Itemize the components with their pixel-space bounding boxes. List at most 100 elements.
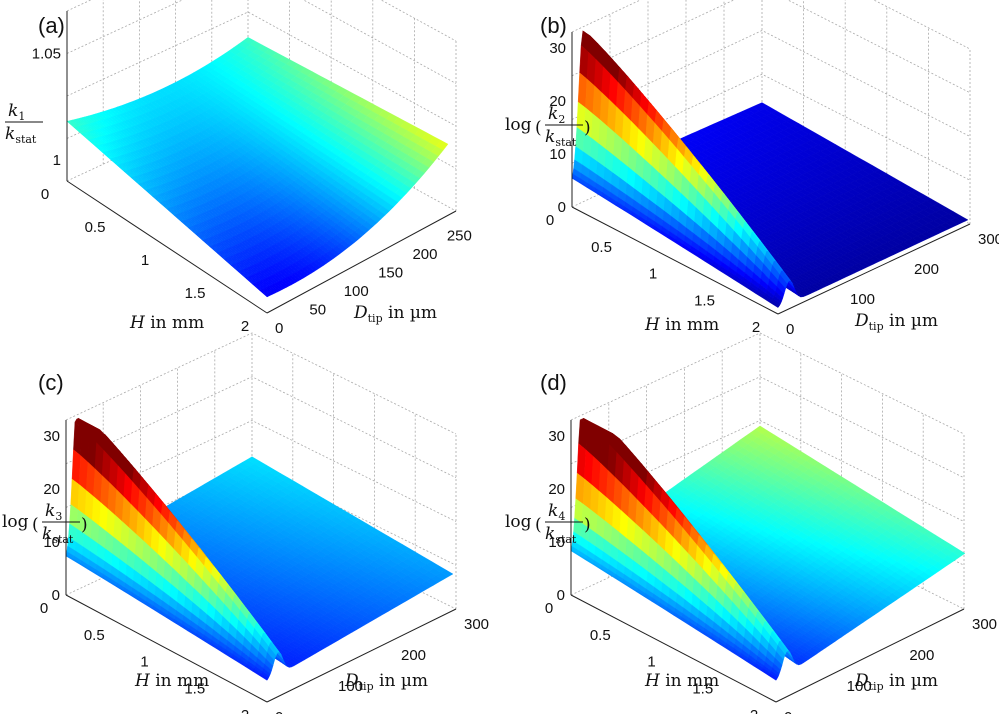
h-tick-label: 1.5: [692, 680, 713, 697]
d-tick-label: 200: [909, 647, 934, 664]
panel-label: (a): [38, 13, 65, 38]
z-label-denominator: kstat: [42, 524, 74, 546]
surface-plot: [570, 417, 966, 681]
d-tick-label: 0: [784, 709, 792, 714]
d-tick-label: 200: [401, 647, 426, 664]
d-tick-label: 200: [914, 261, 939, 278]
z-label-denominator: kstat: [545, 524, 577, 546]
surface-plot: [66, 37, 449, 298]
log-prefix: log: [2, 512, 29, 532]
z-tick-label: 20: [548, 481, 565, 498]
d-tick-label: 100: [850, 291, 875, 308]
paren-open: (: [32, 515, 39, 535]
h-tick-label: 0.5: [85, 219, 106, 236]
d-tick-label: 100: [344, 283, 369, 300]
z-tick-label: 10: [549, 146, 566, 163]
h-axis-label: H in mm: [644, 671, 719, 691]
h-tick-label: 1.5: [185, 285, 206, 302]
panel-c: (c)00.511.5201002003000102030log(k3kstat…: [2, 332, 489, 714]
h-tick-label: 1.5: [184, 680, 205, 697]
h-tick-label: 1.5: [694, 292, 715, 309]
h-tick-label: 2: [241, 707, 249, 714]
d-axis-line: [266, 210, 457, 314]
z-tick-label: 30: [43, 428, 60, 445]
h-axis-line: [66, 180, 268, 314]
d-tick-label: 0: [275, 709, 283, 714]
z-tick-label: 10: [43, 534, 60, 551]
h-axis-label: H in mm: [644, 315, 719, 335]
h-axis-line: [570, 594, 777, 703]
d-axis-line: [775, 608, 965, 703]
h-tick-label: 2: [752, 319, 760, 336]
h-tick-label: 0: [545, 600, 553, 617]
paren-close: ): [584, 118, 591, 138]
d-tick-label: 0: [275, 320, 283, 337]
z-label-numerator: k2: [548, 104, 565, 126]
h-tick-label: 2: [241, 318, 249, 335]
h-axis-label: H in mm: [134, 671, 209, 691]
d-axis-label: Dtip in µm: [344, 671, 428, 693]
d-axis-label: Dtip in µm: [854, 671, 938, 693]
h-axis-line: [571, 206, 779, 315]
d-tick-label: 200: [412, 246, 437, 263]
z-tick-label: 30: [549, 40, 566, 57]
h-tick-label: 0.5: [590, 627, 611, 644]
z-tick-label: 20: [549, 93, 566, 110]
z-label-denominator: kstat: [545, 127, 577, 149]
z-tick-label: 1.05: [32, 46, 61, 63]
h-tick-label: 1: [649, 266, 657, 283]
h-tick-label: 2: [750, 707, 758, 714]
surface-plot: [571, 30, 969, 308]
d-tick-label: 150: [378, 264, 403, 281]
surface-plot: [65, 417, 454, 681]
z-tick-label: 20: [43, 481, 60, 498]
paren-open: (: [535, 515, 542, 535]
z-label-numerator: k1: [8, 101, 25, 123]
z-tick-label: 1: [53, 152, 61, 169]
z-tick-label: 30: [548, 428, 565, 445]
paren-close: ): [81, 515, 88, 535]
z-tick-label: 0: [52, 587, 60, 604]
z-tick-label: 10: [548, 534, 565, 551]
panel-label: (d): [540, 370, 567, 395]
h-tick-label: 0.5: [591, 239, 612, 256]
d-tick-label: 50: [309, 301, 326, 318]
d-tick-label: 250: [447, 227, 472, 244]
d-tick-label: 300: [978, 231, 999, 248]
d-tick-label: 100: [338, 678, 363, 695]
panel-label: (b): [540, 13, 567, 38]
z-tick-label: 0: [558, 199, 566, 216]
d-axis-label: Dtip in µm: [353, 303, 437, 325]
h-axis-line: [65, 594, 268, 703]
z-tick-label: 0: [557, 587, 565, 604]
d-tick-label: 300: [464, 616, 489, 633]
d-axis-line: [777, 223, 971, 315]
h-tick-label: 0: [546, 212, 554, 229]
panel-d: (d)00.511.5201002003000102030log(k4kstat…: [505, 332, 997, 714]
d-tick-label: 100: [847, 678, 872, 695]
paren-close: ): [584, 515, 591, 535]
z-label-numerator: k3: [45, 501, 62, 523]
h-tick-label: 1: [141, 252, 149, 269]
h-tick-label: 0: [40, 600, 48, 617]
d-axis-line: [266, 608, 457, 703]
z-label-denominator: kstat: [5, 124, 37, 146]
h-tick-label: 1: [647, 654, 655, 671]
z-label-numerator: k4: [548, 501, 565, 523]
log-prefix: log: [505, 115, 532, 135]
h-tick-label: 0.5: [84, 627, 105, 644]
panel-label: (c): [38, 370, 64, 395]
log-prefix: log: [505, 512, 532, 532]
d-tick-label: 0: [786, 321, 794, 338]
h-tick-label: 0: [41, 186, 49, 203]
d-axis-label: Dtip in µm: [854, 311, 938, 333]
d-tick-label: 300: [972, 616, 997, 633]
h-tick-label: 1: [140, 654, 148, 671]
